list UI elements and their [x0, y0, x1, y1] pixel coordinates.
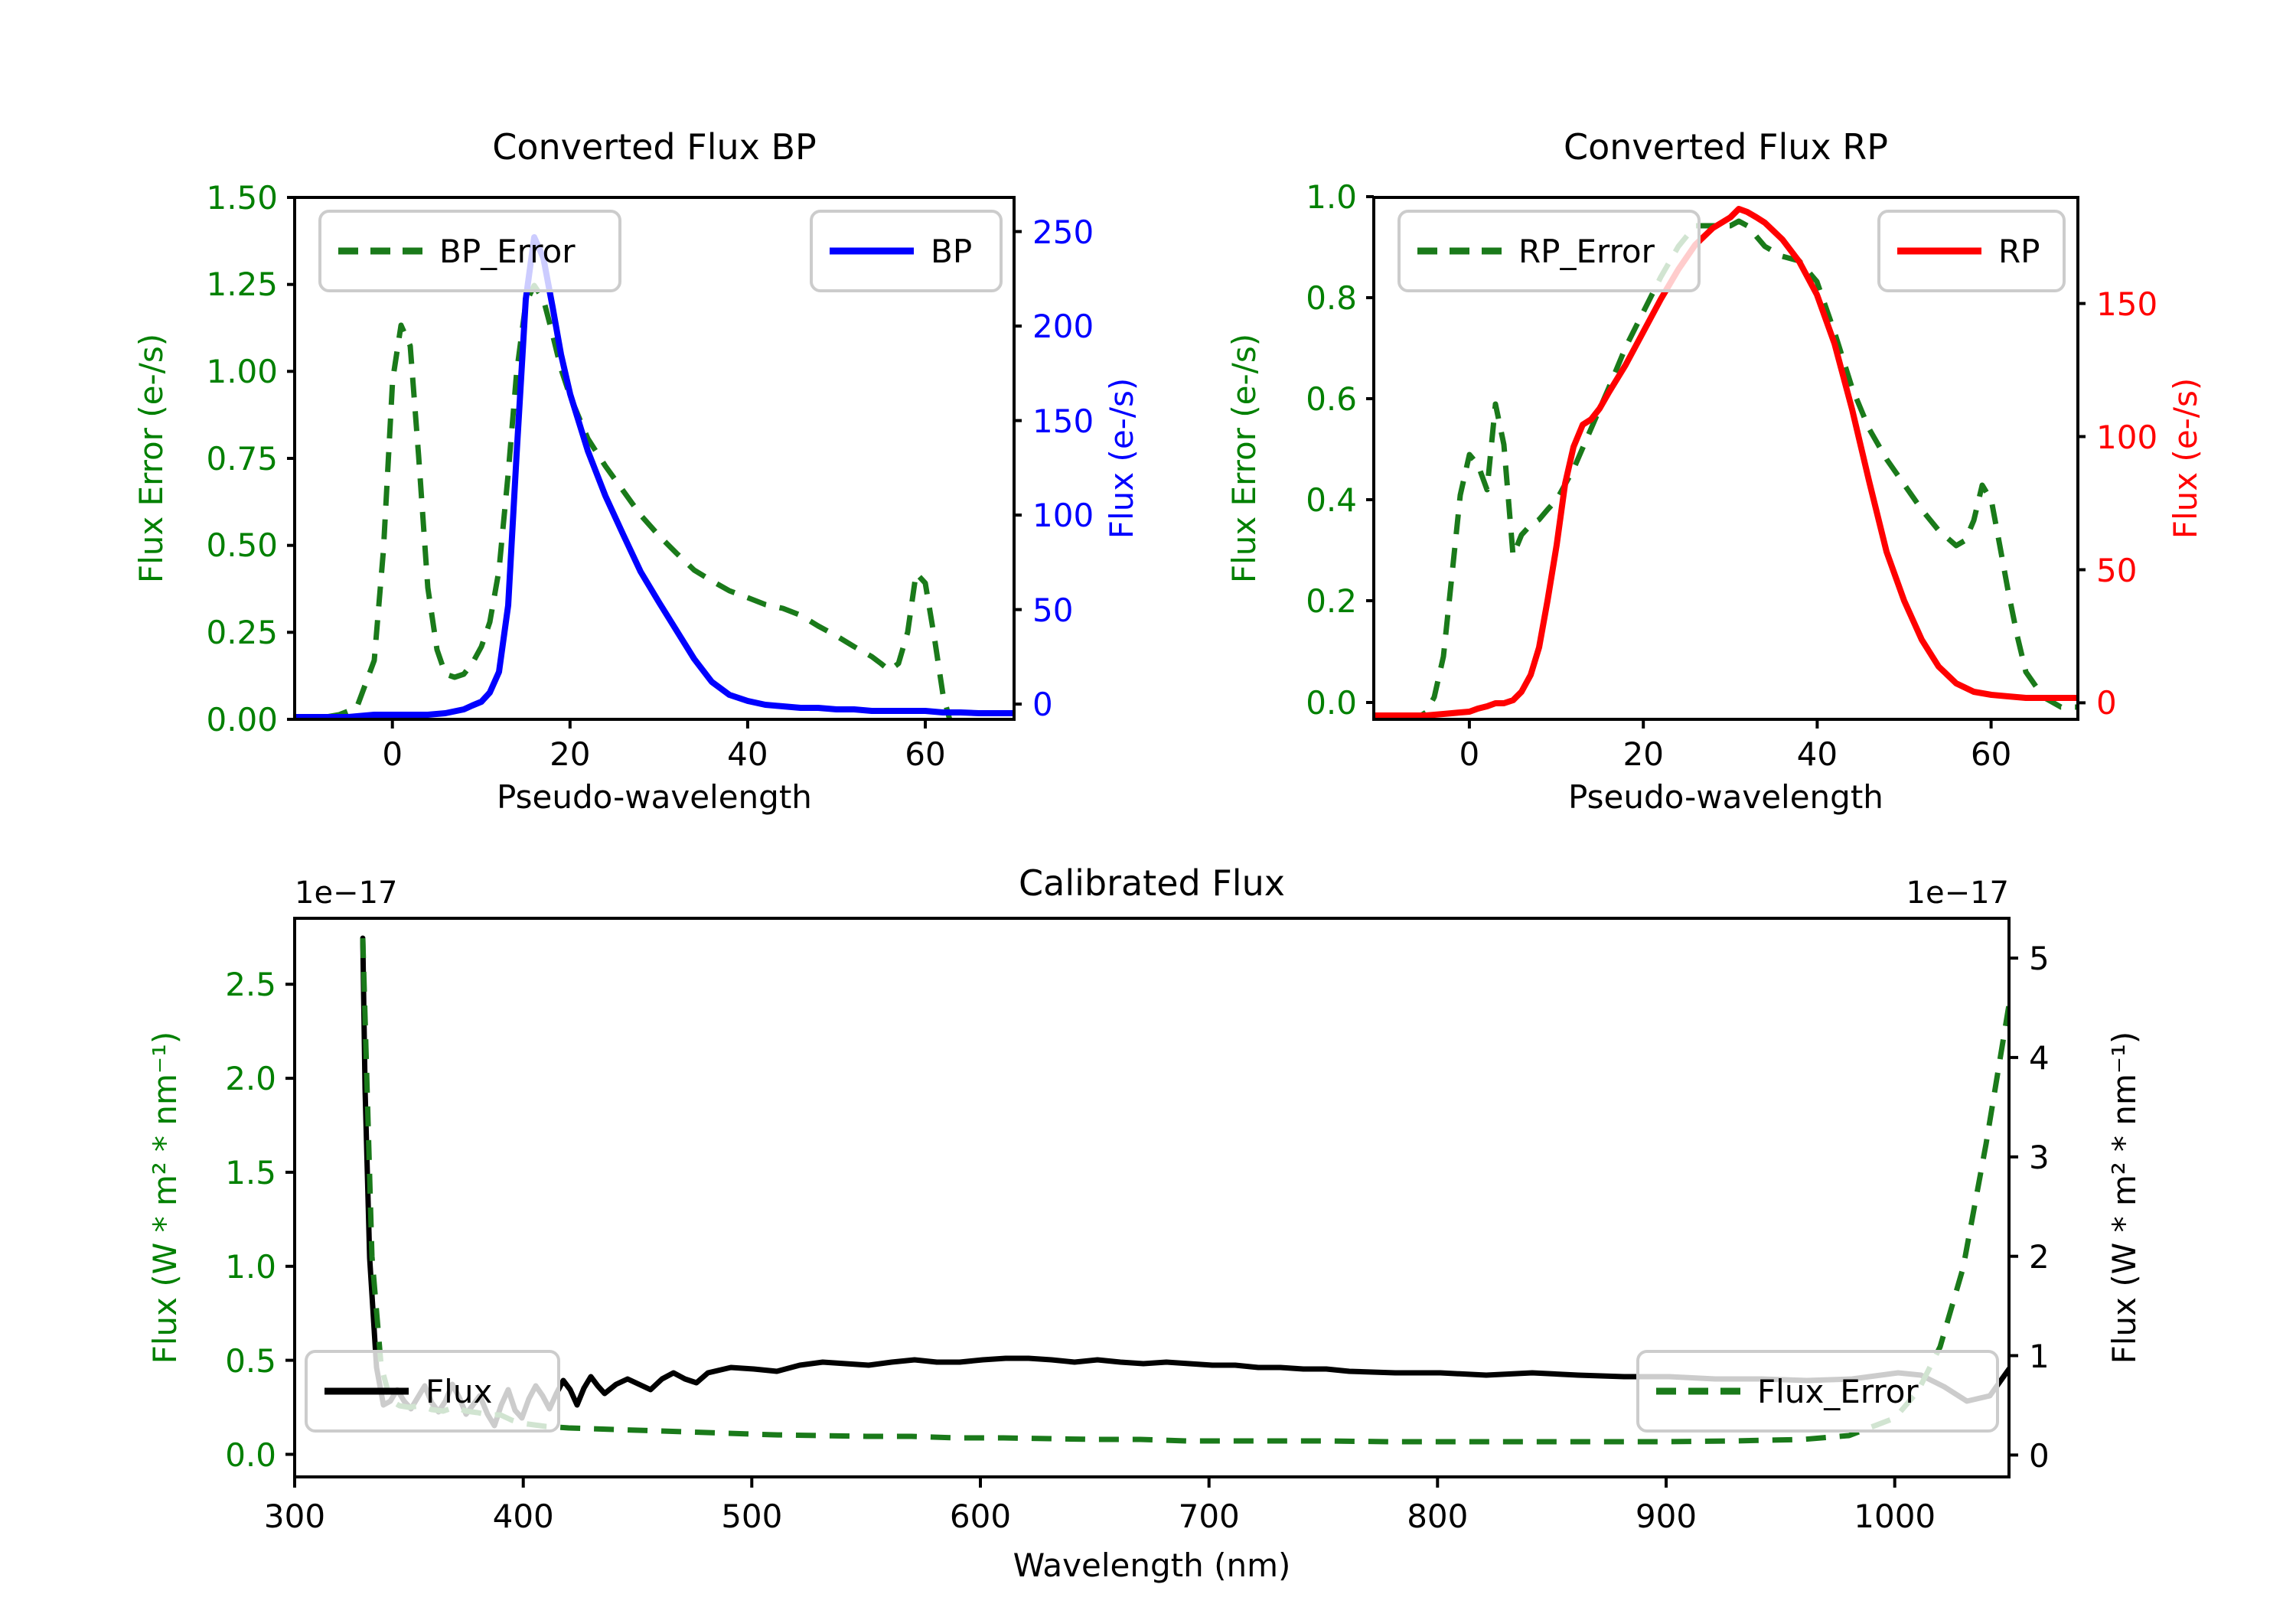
rp-xtick-1: 20: [1623, 735, 1663, 773]
bp-ytick-right-1: 50: [1032, 592, 1073, 629]
bp-left-axis: 0.00 0.25 0.50 0.75 1.00 1.25 1.50 Flux …: [132, 179, 295, 738]
rp-ytick-left-1: 0.2: [1306, 582, 1357, 620]
calibrated-left-axis: 0.0 0.5 1.0 1.5 2.0 2.5 Flux (W * m² * n…: [146, 966, 295, 1474]
bp-right-axis: 0 50 100 150 200 250 Flux (e-/s): [1014, 214, 1140, 723]
bp-legend-left[interactable]: BP_Error: [318, 210, 621, 292]
rp-ylabel-right: Flux (e-/s): [2167, 378, 2204, 539]
bp-ytick-right-4: 200: [1032, 308, 1094, 345]
rp-title: Converted Flux RP: [1564, 126, 1888, 168]
rp-ytick-right-1: 50: [2096, 552, 2137, 589]
cal-ytick-left-4: 2.0: [225, 1060, 276, 1097]
cal-ytick-left-3: 1.5: [225, 1154, 276, 1191]
cal-ytick-left-2: 1.0: [225, 1248, 276, 1286]
bp-ylabel-left: Flux Error (e-/s): [132, 334, 170, 583]
rp-xtick-0: 0: [1459, 735, 1480, 773]
cal-xtick-5: 800: [1407, 1498, 1468, 1535]
rp-ytick-left-2: 0.4: [1306, 481, 1357, 519]
cal-ylabel-left: Flux (W * m² * nm⁻¹): [146, 1032, 184, 1364]
bp-x-axis: 0 20 40 60 Pseudo-wavelength: [382, 719, 946, 816]
cal-xtick-7: 1000: [1854, 1498, 1936, 1535]
cal-ytick-right-4: 4: [2029, 1039, 2050, 1077]
panel-converted-flux-rp: Converted Flux RP 0.0 0.2 0.4 0.6 0.8 1.…: [1148, 0, 2296, 816]
rp-ytick-right-0: 0: [2096, 684, 2117, 722]
bp-ytick-left-0: 0.00: [206, 701, 278, 738]
rp-ytick-left-4: 0.8: [1306, 279, 1357, 317]
rp-right-axis: 0 50 100 150 Flux (e-/s): [2078, 285, 2204, 722]
cal-xtick-1: 400: [493, 1498, 554, 1535]
cal-xtick-0: 300: [264, 1498, 325, 1535]
bp-xtick-2: 40: [727, 735, 768, 773]
rp-ytick-right-2: 100: [2096, 419, 2157, 456]
cal-xtick-6: 900: [1636, 1498, 1697, 1535]
bp-ytick-left-2: 0.50: [206, 526, 278, 564]
rp-ytick-left-5: 1.0: [1306, 178, 1357, 216]
cal-xtick-2: 500: [721, 1498, 782, 1535]
bp-ytick-left-6: 1.50: [206, 179, 278, 217]
bp-ytick-right-2: 100: [1032, 497, 1094, 534]
bp-xtick-3: 60: [905, 735, 945, 773]
rp-xtick-3: 60: [1971, 735, 2011, 773]
calibrated-legend-right[interactable]: Flux_Error: [1636, 1350, 1999, 1433]
cal-ytick-right-5: 5: [2029, 940, 2050, 977]
rp-xtick-2: 40: [1797, 735, 1838, 773]
calibrated-x-axis: 300 400 500 600 700 800 900 1000 Wavelen…: [264, 1477, 1936, 1584]
cal-legend-right-label: Flux_Error: [1757, 1373, 1919, 1410]
rp-xlabel: Pseudo-wavelength: [1568, 778, 1883, 816]
bp-xtick-0: 0: [382, 735, 403, 773]
bp-ytick-left-3: 0.75: [206, 440, 278, 478]
cal-ytick-right-3: 3: [2029, 1139, 2050, 1176]
bp-series: [296, 234, 1013, 718]
bp-legend-right-label: BP: [931, 233, 972, 270]
bp-ytick-left-5: 1.25: [206, 266, 278, 303]
bp-ylabel-right: Flux (e-/s): [1103, 378, 1140, 539]
bp-ytick-left-4: 1.00: [206, 353, 278, 390]
rp-ytick-left-0: 0.0: [1306, 684, 1357, 722]
panel-converted-flux-bp: Converted Flux BP 0.00 0.25 0.50 0.75 1.…: [0, 0, 1148, 816]
rp-error-series: [1375, 218, 2076, 718]
bp-xtick-1: 20: [550, 735, 590, 773]
rp-legend-left[interactable]: RP_Error: [1397, 210, 1701, 292]
bp-error-series: [296, 282, 952, 718]
calibrated-right-axis: 0 1 2 3 4 5 Flux (W * m² * nm⁻¹): [2009, 940, 2143, 1475]
cal-xtick-3: 600: [950, 1498, 1011, 1535]
bp-ytick-left-1: 0.25: [206, 614, 278, 651]
cal-legend-left-label: Flux: [426, 1373, 492, 1410]
rp-x-axis: 0 20 40 60 Pseudo-wavelength: [1459, 719, 2011, 816]
cal-xtick-4: 700: [1179, 1498, 1240, 1535]
calibrated-title: Calibrated Flux: [1019, 862, 1285, 904]
cal-ytick-right-2: 2: [2029, 1238, 2050, 1276]
cal-ytick-right-1: 1: [2029, 1338, 2050, 1375]
rp-legend-right-label: RP: [1998, 233, 2040, 270]
calibrated-offset-right: 1e−17: [1906, 875, 2009, 911]
calibrated-offset-left: 1e−17: [295, 875, 397, 911]
cal-xlabel: Wavelength (nm): [1013, 1547, 1291, 1584]
calibrated-legend-left[interactable]: Flux: [305, 1350, 560, 1433]
bp-xlabel: Pseudo-wavelength: [497, 778, 812, 816]
rp-ylabel-left: Flux Error (e-/s): [1225, 334, 1263, 583]
rp-legend-right[interactable]: RP: [1877, 210, 2066, 292]
cal-ytick-left-1: 0.5: [225, 1342, 276, 1380]
cal-ytick-right-0: 0: [2029, 1437, 2050, 1475]
cal-ylabel-right: Flux (W * m² * nm⁻¹): [2105, 1032, 2143, 1364]
cal-ytick-left-5: 2.5: [225, 966, 276, 1003]
bp-ytick-right-0: 0: [1032, 686, 1053, 723]
bp-ytick-right-5: 250: [1032, 214, 1094, 251]
rp-left-axis: 0.0 0.2 0.4 0.6 0.8 1.0 Flux Error (e-/s…: [1225, 178, 1374, 722]
cal-ytick-left-0: 0.0: [225, 1436, 276, 1474]
bp-title: Converted Flux BP: [492, 126, 817, 168]
rp-ytick-right-3: 150: [2096, 285, 2157, 323]
bp-ytick-right-3: 150: [1032, 403, 1094, 440]
bp-legend-left-label: BP_Error: [439, 233, 576, 270]
rp-legend-left-label: RP_Error: [1518, 233, 1655, 270]
bp-legend-right[interactable]: BP: [810, 210, 1003, 292]
panel-calibrated-flux: Calibrated Flux 1e−17 1e−17 0.0 0.5 1.0 …: [0, 811, 2296, 1607]
rp-ytick-left-3: 0.6: [1306, 380, 1357, 418]
